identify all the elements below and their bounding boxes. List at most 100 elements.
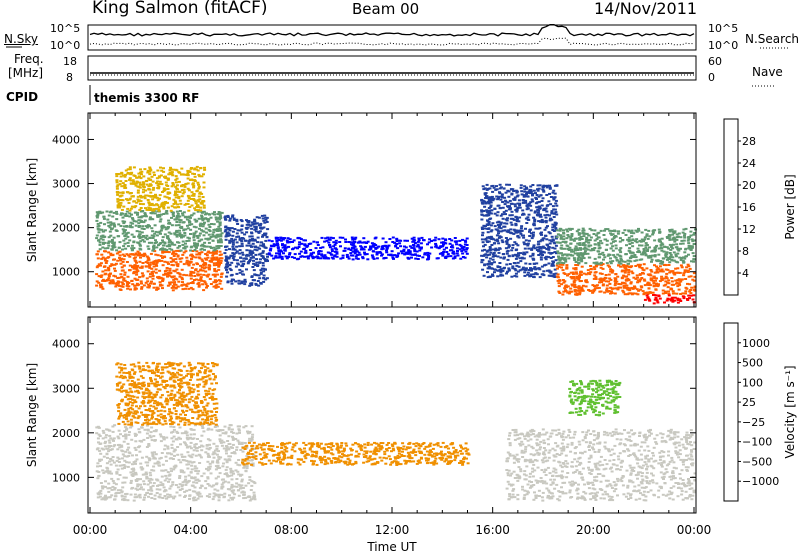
data-pixel — [149, 169, 153, 172]
data-pixel — [641, 290, 645, 293]
data-pixel — [180, 189, 184, 192]
data-pixel — [170, 216, 173, 219]
data-pixel — [669, 245, 673, 248]
data-pixel — [186, 187, 190, 190]
data-pixel — [124, 173, 127, 176]
data-pixel — [486, 219, 489, 222]
data-pixel — [134, 184, 138, 187]
data-pixel — [154, 462, 158, 465]
data-pixel — [417, 245, 421, 248]
data-pixel — [153, 196, 157, 199]
data-pixel — [166, 496, 170, 499]
data-pixel — [371, 244, 375, 247]
data-pixel — [139, 207, 143, 209]
data-pixel — [493, 254, 497, 257]
data-pixel — [135, 201, 139, 204]
data-pixel — [200, 444, 204, 447]
data-pixel — [497, 221, 501, 224]
data-pixel — [587, 256, 591, 259]
data-pixel — [233, 228, 237, 230]
data-pixel — [202, 273, 206, 276]
data-pixel — [239, 449, 243, 451]
data-pixel — [621, 260, 625, 263]
data-pixel — [240, 242, 244, 245]
data-pixel — [566, 245, 570, 248]
data-pixel — [190, 428, 194, 431]
data-pixel — [262, 274, 266, 277]
data-pixel — [501, 229, 505, 232]
data-pixel — [238, 443, 241, 445]
data-pixel — [144, 461, 148, 464]
data-pixel — [247, 242, 251, 245]
data-pixel — [659, 246, 663, 249]
data-pixel — [551, 239, 555, 242]
data-pixel — [460, 250, 464, 253]
data-pixel — [175, 216, 179, 219]
data-pixel — [609, 286, 613, 289]
data-pixel — [191, 254, 194, 257]
data-pixel — [187, 219, 191, 222]
data-pixel — [550, 263, 554, 266]
data-pixel — [121, 212, 125, 215]
data-pixel — [139, 200, 143, 203]
data-pixel — [485, 209, 489, 212]
data-pixel — [119, 489, 123, 492]
data-pixel — [496, 211, 500, 214]
data-pixel — [223, 216, 227, 219]
data-pixel — [621, 231, 625, 234]
data-pixel — [190, 204, 194, 207]
data-pixel — [165, 436, 169, 439]
data-pixel — [127, 202, 131, 204]
data-pixel — [151, 275, 155, 277]
data-pixel — [158, 220, 162, 223]
data-pixel — [667, 279, 671, 282]
data-pixel — [135, 496, 139, 499]
data-pixel — [157, 484, 161, 487]
data-pixel — [638, 266, 642, 269]
data-pixel — [262, 270, 266, 273]
data-pixel — [515, 210, 519, 213]
data-pixel — [667, 247, 671, 250]
data-pixel — [97, 231, 101, 234]
data-pixel — [572, 280, 576, 283]
data-pixel — [620, 270, 624, 273]
data-pixel — [128, 168, 132, 171]
data-pixel — [174, 178, 178, 181]
data-pixel — [607, 273, 611, 276]
data-pixel — [256, 236, 260, 239]
data-pixel — [562, 238, 566, 241]
data-pixel — [551, 275, 555, 278]
data-pixel — [532, 189, 536, 192]
data-pixel — [140, 227, 144, 230]
data-pixel — [95, 219, 99, 222]
data-pixel — [276, 247, 280, 250]
data-pixel — [551, 191, 555, 194]
colorbar-tick-label: 20 — [742, 179, 756, 192]
data-pixel — [485, 183, 489, 186]
data-pixel — [485, 195, 488, 198]
data-pixel — [250, 235, 254, 238]
data-pixel — [572, 284, 576, 287]
data-pixel — [604, 280, 608, 283]
data-pixel — [224, 238, 228, 241]
data-pixel — [173, 449, 177, 452]
data-pixel — [353, 238, 357, 241]
data-pixel — [170, 437, 174, 440]
data-pixel — [108, 282, 112, 284]
data-pixel — [609, 278, 613, 281]
data-pixel — [101, 270, 105, 273]
data-pixel — [153, 439, 157, 441]
freq-panel-frame — [87, 55, 697, 81]
data-pixel — [115, 185, 119, 188]
data-pixel — [495, 234, 499, 237]
data-pixel — [103, 273, 107, 276]
data-pixel — [250, 227, 254, 230]
data-pixel — [586, 272, 590, 275]
data-pixel — [651, 230, 655, 233]
data-pixel — [692, 258, 696, 261]
data-pixel — [217, 246, 221, 249]
data-pixel — [563, 257, 567, 260]
data-pixel — [613, 292, 617, 295]
data-pixel — [95, 253, 99, 256]
data-pixel — [177, 195, 181, 198]
